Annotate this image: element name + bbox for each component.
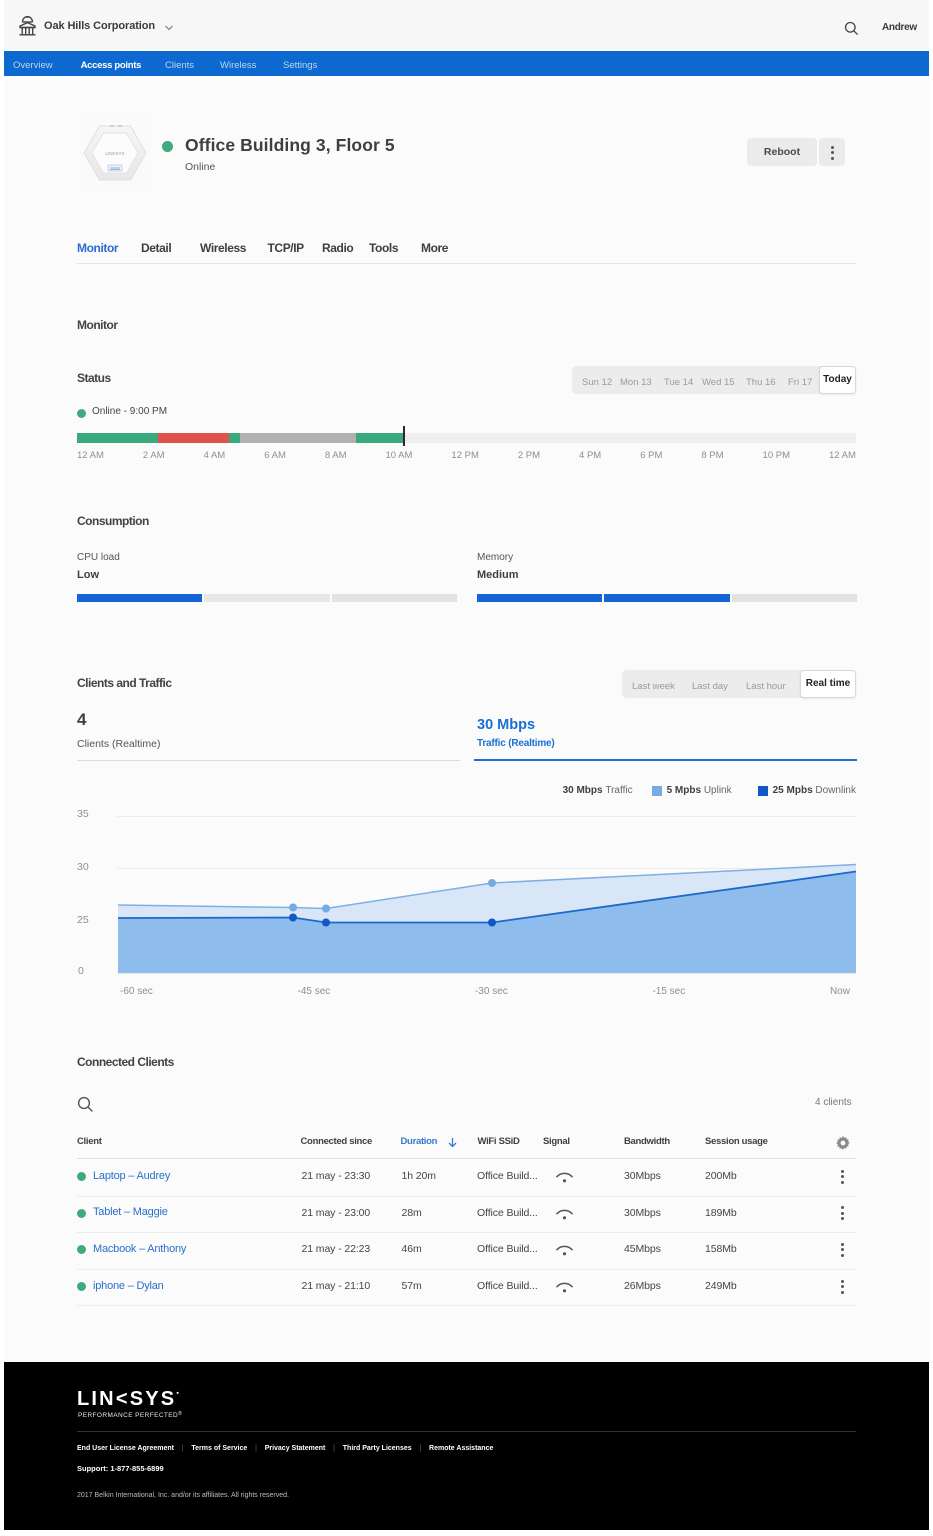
svg-text:LINKSYS: LINKSYS — [105, 151, 124, 156]
